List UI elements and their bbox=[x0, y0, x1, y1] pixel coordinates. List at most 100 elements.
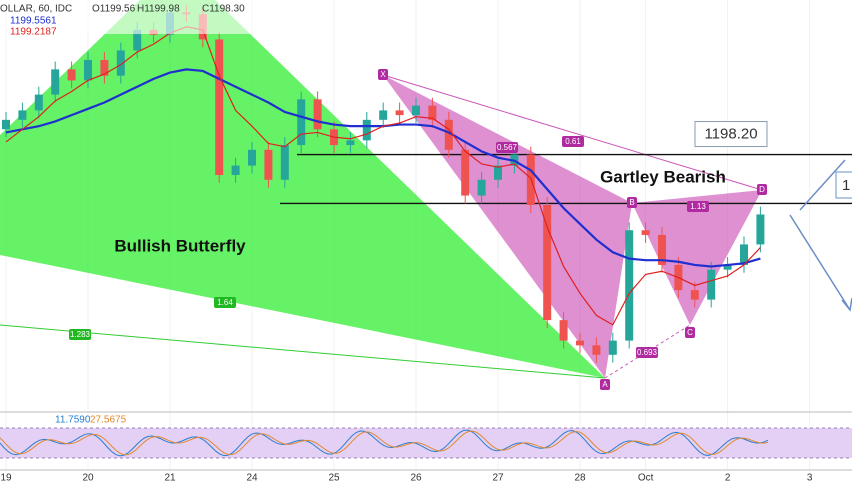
candle-body bbox=[51, 69, 60, 95]
x-tick-label: 24 bbox=[246, 473, 258, 484]
candle-body bbox=[543, 205, 552, 321]
x-tick-label: 20 bbox=[82, 473, 94, 484]
pattern-label: Gartley Bearish bbox=[600, 167, 726, 186]
point-label: D bbox=[759, 185, 765, 194]
candle-body bbox=[34, 94, 43, 111]
point-marker bbox=[627, 197, 637, 208]
candle-body bbox=[215, 39, 224, 176]
x-tick-label: 21 bbox=[164, 473, 176, 484]
candle-body bbox=[116, 50, 125, 76]
candle-body bbox=[477, 179, 486, 196]
butterfly-shape bbox=[0, 0, 605, 378]
candle-body bbox=[444, 119, 453, 150]
ratio-box bbox=[562, 136, 584, 147]
point-marker bbox=[600, 379, 610, 390]
point-label: C bbox=[687, 328, 693, 337]
symbol: OLLAR, 60, IDC bbox=[0, 4, 72, 15]
price-box-label: 1 bbox=[842, 177, 850, 194]
ratio-box bbox=[214, 297, 236, 308]
candle-body bbox=[264, 149, 273, 180]
butterfly-leg bbox=[0, 324, 606, 379]
ratio-box bbox=[636, 347, 658, 358]
candle-body bbox=[608, 340, 617, 355]
candle-body bbox=[576, 340, 584, 346]
gartley-shape bbox=[632, 190, 762, 325]
point-marker bbox=[757, 184, 767, 195]
pattern-label: Bullish Butterfly bbox=[114, 236, 246, 255]
candle-body bbox=[559, 320, 568, 341]
header-bg bbox=[0, 0, 260, 34]
candle-body bbox=[707, 269, 716, 300]
indicator-value: 1199.5561 bbox=[10, 16, 57, 27]
candle-body bbox=[592, 345, 601, 355]
level-box bbox=[694, 121, 768, 148]
candle-body bbox=[346, 140, 355, 146]
candle-body bbox=[84, 59, 92, 81]
candle-body bbox=[740, 244, 748, 265]
x-tick-label: 25 bbox=[328, 473, 340, 484]
candle-body bbox=[280, 145, 289, 180]
candle-body bbox=[133, 29, 142, 51]
point-label: X bbox=[380, 70, 386, 79]
candle-body bbox=[313, 99, 322, 130]
point-label: B bbox=[629, 198, 634, 207]
x-tick-label: 2 bbox=[725, 473, 731, 484]
candle-body bbox=[2, 119, 10, 130]
x-tick-label: Oct bbox=[638, 473, 654, 484]
candle-body bbox=[756, 214, 765, 245]
price-box bbox=[835, 171, 852, 199]
candle-body bbox=[362, 119, 371, 141]
ratio-label: 1.13 bbox=[690, 202, 706, 211]
ratio-label: 0.693 bbox=[637, 348, 658, 357]
point-label: A bbox=[602, 380, 608, 389]
oscillator-band bbox=[0, 428, 852, 458]
candle-body bbox=[461, 149, 470, 196]
oscillator-line bbox=[0, 430, 769, 456]
projection-arrow bbox=[799, 159, 846, 211]
x-tick-label: 26 bbox=[410, 473, 422, 484]
x-tick-label: 28 bbox=[574, 473, 586, 484]
moving-average bbox=[5, 26, 761, 326]
point-marker bbox=[685, 327, 695, 338]
gartley-shape bbox=[383, 75, 632, 378]
level-label: 1198.20 bbox=[704, 126, 757, 143]
candle-body bbox=[723, 264, 732, 270]
candle-body bbox=[625, 230, 634, 341]
ohlc: H1199.98 bbox=[137, 4, 180, 15]
candle-body bbox=[690, 290, 699, 300]
ohlc: C1198.30 bbox=[202, 4, 245, 15]
ratio-box bbox=[69, 329, 91, 340]
indicator-value: 1199.2187 bbox=[10, 27, 57, 38]
ratio-box bbox=[687, 201, 709, 212]
ratio-label: 0.567 bbox=[497, 143, 518, 152]
candle-body bbox=[428, 105, 437, 120]
candle-body bbox=[231, 165, 240, 176]
ohlc: O1199.56 bbox=[92, 4, 136, 15]
gartley-leg bbox=[382, 74, 763, 191]
candle-body bbox=[658, 234, 666, 265]
oscillator-value: 27.5675 bbox=[90, 415, 127, 426]
oscillator-value: 11.7590 bbox=[55, 415, 91, 426]
oscillator-line bbox=[0, 429, 769, 457]
ratio-label: 1.64 bbox=[217, 298, 233, 307]
projection-arrow bbox=[841, 297, 852, 312]
candle-body bbox=[67, 69, 76, 81]
candle-body bbox=[395, 110, 404, 116]
candle-body bbox=[100, 59, 109, 76]
annotations: X A B C D 0.567 0.61 1.13 0.693 1.64 1.283 bbox=[69, 69, 767, 390]
point-marker bbox=[378, 69, 388, 80]
candle-body bbox=[641, 230, 650, 235]
candle-body bbox=[379, 110, 388, 120]
ratio-label: 0.61 bbox=[565, 137, 581, 146]
candle-body bbox=[18, 110, 27, 120]
x-tick-label: 27 bbox=[492, 473, 504, 484]
ratio-label: 1.283 bbox=[70, 330, 91, 339]
x-tick-label: 19 bbox=[0, 473, 12, 484]
x-tick-label: 3 bbox=[807, 473, 813, 484]
candle-body bbox=[248, 149, 256, 166]
ratio-box bbox=[496, 142, 518, 153]
candle-body bbox=[494, 165, 502, 180]
candle-body bbox=[297, 99, 306, 146]
